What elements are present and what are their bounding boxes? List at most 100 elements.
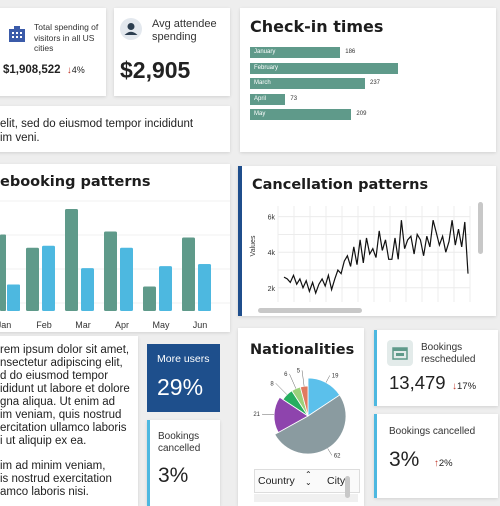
text-line: d do eiusmod tempor <box>0 370 130 383</box>
prebooking-chart: Jan Feb Mar Apr May Jun <box>0 192 230 332</box>
bookings-cancelled-mid-label: Bookings cancelled <box>158 431 213 455</box>
kpi-avg-value: $2,905 <box>120 57 190 84</box>
nationalities-title: Nationalities <box>250 342 354 358</box>
pie-label: 19 <box>332 373 339 379</box>
text-line: nsectetur adipiscing elit, <box>0 357 130 370</box>
bar <box>104 231 117 311</box>
cancellation-title: Cancellation patterns <box>252 177 428 193</box>
bookings-cancelled-mid-card: Bookings cancelled 3% <box>147 420 220 506</box>
kpi-total-value: $1,908,522 ↓4% <box>3 64 85 76</box>
y-tick-label: 4k <box>268 250 276 257</box>
checkin-bar: March <box>250 78 365 89</box>
rescheduled-change: 17% <box>457 381 476 392</box>
kpi-avg-label: Avg attendee spending <box>152 18 228 44</box>
text-line-1: elit, sed do eiusmod tempor incididunt <box>0 118 193 131</box>
cancellation-chart: 6k 4k 2k Values <box>242 196 496 316</box>
text-line: amco laboris nisi. <box>0 486 112 499</box>
prebooking-title: ebooking patterns <box>0 174 150 190</box>
text-line-2: im veni. <box>0 132 40 145</box>
text-line: ercitation ullamco laboris <box>0 422 130 435</box>
kpi-total-change: 4% <box>72 65 85 75</box>
x-tick-label: Feb <box>36 320 52 330</box>
pie-label: 6 <box>284 372 288 378</box>
bookings-cancelled-right-value-row: 3% ↑2% <box>389 448 453 472</box>
text-line: im ad minim veniam, <box>0 460 112 473</box>
bar <box>81 268 94 311</box>
rescheduled-value-row: 13,479 ↓17% <box>389 372 476 394</box>
kpi-avg-card: Avg attendee spending $2,905 <box>114 8 230 96</box>
checkin-bar: May <box>250 109 351 120</box>
checkin-bar: February <box>250 63 398 74</box>
rescheduled-label: Bookings rescheduled <box>421 342 493 366</box>
table-row <box>254 494 358 502</box>
checkin-bar-value: 186 <box>345 47 355 58</box>
user-icon <box>120 18 142 40</box>
pie-label: 62 <box>334 453 341 459</box>
text-line: rem ipsum dolor sit amet, <box>0 344 130 357</box>
rescheduled-card: Bookings rescheduled 13,479 ↓17% <box>374 330 498 406</box>
bar <box>0 235 6 312</box>
checkin-bar-value: 237 <box>370 78 380 89</box>
kpi-total-label: Total spending of visitors in all US cit… <box>34 22 104 54</box>
kpi-total-amount: $1,908,522 <box>3 64 61 76</box>
bar <box>143 287 156 311</box>
bar <box>182 238 195 311</box>
bar <box>159 266 172 311</box>
x-tick-label: May <box>152 320 170 330</box>
checkin-title: Check-in times <box>250 17 383 36</box>
series-line <box>284 220 468 293</box>
more-users-value: 29% <box>157 374 203 401</box>
text-card-top: elit, sed do eiusmod tempor incididunt i… <box>0 106 230 152</box>
bar <box>65 209 78 311</box>
table-scrollbar[interactable] <box>345 476 350 498</box>
x-tick-label: Jan <box>0 320 11 330</box>
prebooking-card: ebooking patterns Jan Feb Mar Apr May Jun <box>0 164 230 332</box>
pie-leader-line <box>326 375 330 382</box>
x-tick-label: Jun <box>193 320 208 330</box>
bookings-cancelled-right-change: 2% <box>439 458 453 469</box>
column-header-city[interactable]: City <box>327 475 345 487</box>
text-block-2: im ad minim veniam,is nostrud exercitati… <box>0 460 112 499</box>
y-tick-label: 2k <box>268 286 276 293</box>
x-tick-label: Apr <box>115 320 129 330</box>
text-line: im veniam, quis nostrud <box>0 409 130 422</box>
pie-label: 8 <box>270 381 274 387</box>
pie-leader-line <box>328 448 332 455</box>
y-axis-label: Values <box>250 235 257 256</box>
bar <box>7 284 20 311</box>
pie-leader-line <box>289 374 295 389</box>
pie-leader-line <box>302 370 304 386</box>
pie-leader-line <box>276 383 287 394</box>
nationalities-card: Nationalities 19 62 21 8 6 5 Country ⌃⌄ City <box>238 328 364 506</box>
x-tick-label: Mar <box>75 320 91 330</box>
pie-label: 21 <box>253 412 260 418</box>
more-users-label: More users <box>157 353 210 365</box>
cancellation-card: Cancellation patterns 6k 4k 2k Values <box>238 166 496 316</box>
text-line: gna aliqua. Ut enim ad <box>0 396 130 409</box>
kpi-total-card: Total spending of visitors in all US cit… <box>0 8 106 96</box>
vertical-scrollbar[interactable] <box>478 202 483 254</box>
text-line: i ut aliquip ex ea. <box>0 435 130 448</box>
y-tick-label: 6k <box>268 215 276 222</box>
bar <box>198 264 211 311</box>
bookings-cancelled-right-label: Bookings cancelled <box>389 426 475 437</box>
checkin-bar: April <box>250 94 285 105</box>
horizontal-scrollbar[interactable] <box>258 308 362 313</box>
bar <box>120 248 133 311</box>
text-line: is nostrud exercitation <box>0 473 112 486</box>
column-header-country[interactable]: Country <box>258 475 295 487</box>
pie-label: 5 <box>297 368 301 374</box>
sort-icon[interactable]: ⌃⌄ <box>305 471 312 487</box>
bookings-cancelled-mid-value: 3% <box>158 464 188 488</box>
rescheduled-value: 13,479 <box>389 372 446 393</box>
calendar-icon <box>387 340 413 366</box>
checkin-bar-value: 209 <box>356 109 366 120</box>
building-icon <box>8 26 26 42</box>
more-users-card: More users 29% <box>147 344 220 412</box>
bookings-cancelled-right-value: 3% <box>389 448 419 471</box>
text-line: ididunt ut labore et dolore <box>0 383 130 396</box>
checkin-bar-value: 73 <box>290 94 297 105</box>
nationalities-pie-chart: 19 62 21 8 6 5 <box>238 366 364 462</box>
